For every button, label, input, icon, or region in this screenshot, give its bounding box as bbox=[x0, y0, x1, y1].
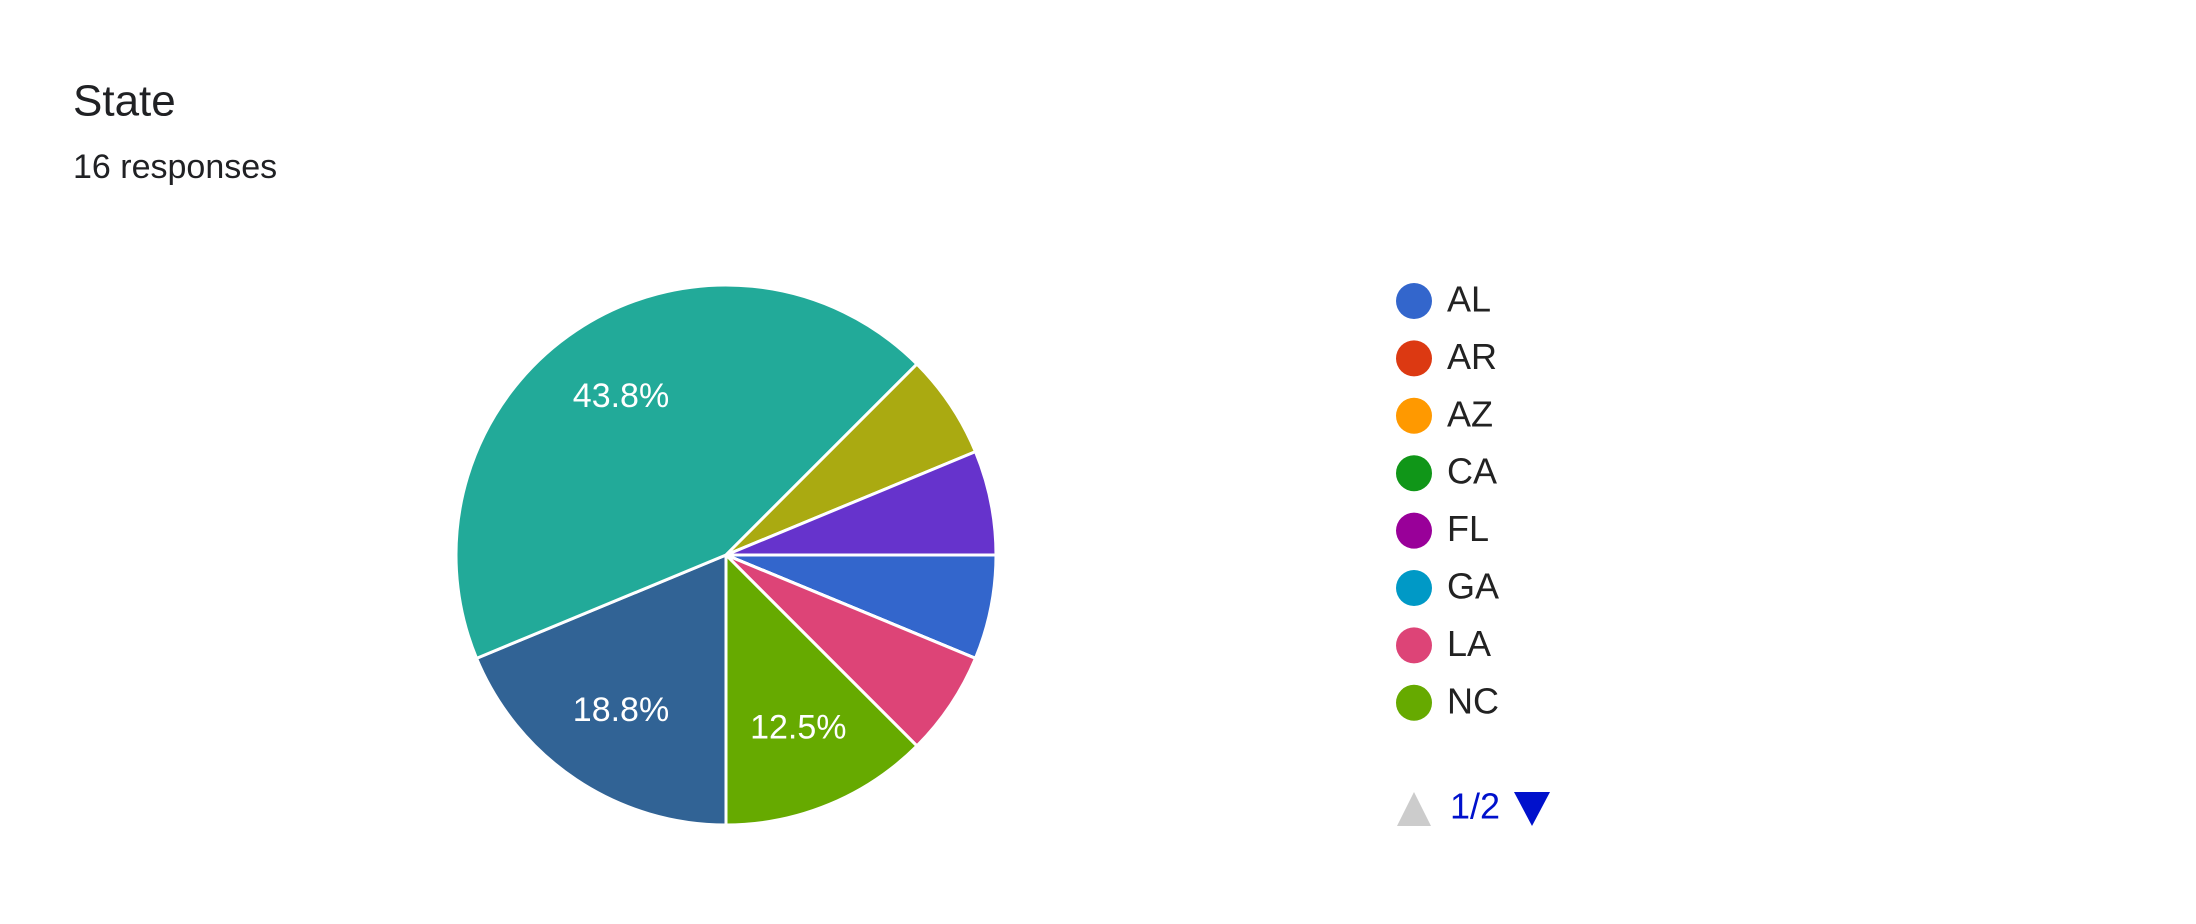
chart-title: State bbox=[73, 77, 176, 126]
legend-swatch bbox=[1396, 283, 1432, 319]
legend-swatch bbox=[1396, 340, 1432, 377]
data-label: 12.5% bbox=[750, 709, 846, 747]
pie-slice bbox=[454, 283, 920, 661]
legend-label: AL bbox=[1447, 279, 1491, 320]
legend-swatch bbox=[1396, 397, 1432, 434]
data-label: 18.8% bbox=[573, 691, 669, 729]
legend-swatch bbox=[1396, 570, 1432, 606]
legend-label: LA bbox=[1447, 623, 1491, 664]
legend-label: AR bbox=[1447, 336, 1497, 377]
legend-prev-page[interactable] bbox=[1397, 792, 1431, 826]
legend-swatch bbox=[1396, 684, 1432, 721]
legend-swatch bbox=[1396, 455, 1432, 492]
legend-page: 1/2 bbox=[1450, 786, 1500, 827]
legend-swatch bbox=[1396, 512, 1432, 549]
pie-slice bbox=[725, 449, 998, 557]
legend-label: CA bbox=[1447, 451, 1497, 492]
pie-slice bbox=[474, 552, 728, 827]
pie-slice bbox=[724, 551, 920, 827]
legend-label: GA bbox=[1447, 566, 1499, 607]
legend-label: NC bbox=[1447, 680, 1499, 721]
legend-label: AZ bbox=[1447, 393, 1493, 434]
data-label: 43.8% bbox=[573, 377, 669, 415]
legend-label: FL bbox=[1447, 508, 1489, 549]
chart-subtitle: 16 responses bbox=[73, 148, 277, 186]
legend-swatch bbox=[1396, 627, 1432, 664]
legend-next-page[interactable] bbox=[1514, 792, 1550, 826]
